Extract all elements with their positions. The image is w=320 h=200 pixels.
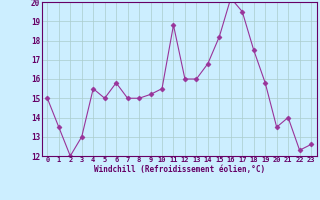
- X-axis label: Windchill (Refroidissement éolien,°C): Windchill (Refroidissement éolien,°C): [94, 165, 265, 174]
